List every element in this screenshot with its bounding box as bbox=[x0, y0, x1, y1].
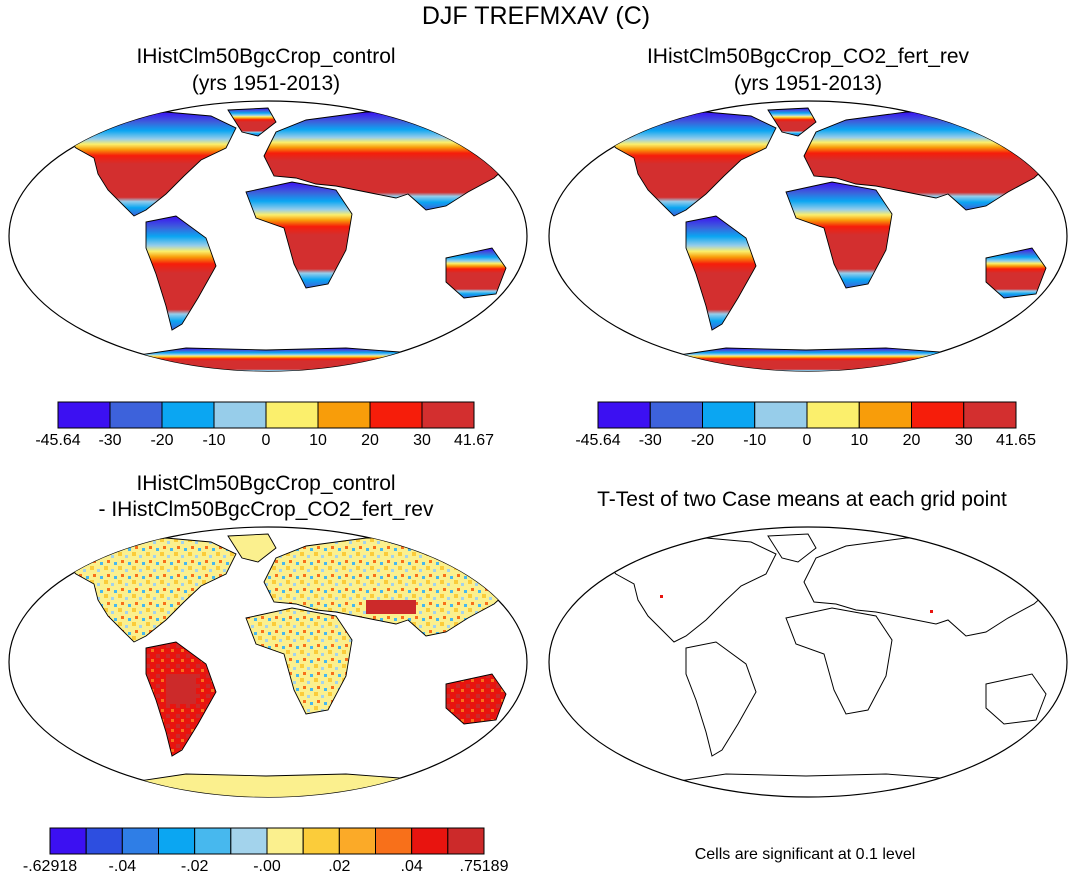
coastline-australia bbox=[985, 673, 1047, 725]
map-frame bbox=[548, 526, 1068, 798]
colorbar-swatch bbox=[597, 401, 651, 429]
colorbar-tick-label: -30 bbox=[638, 432, 662, 449]
coastline-south-america bbox=[685, 641, 757, 757]
colorbar-tick-label: -45.64 bbox=[35, 432, 81, 449]
panel-diff-title: IHistClm50BgcCrop_control bbox=[136, 472, 396, 495]
coastline-greenland bbox=[767, 533, 817, 563]
colorbar-control bbox=[57, 401, 475, 429]
colorbar-tick-label: -10 bbox=[202, 432, 226, 449]
colorbar-tick-label: -30 bbox=[98, 432, 122, 449]
colorbar-tick-label: .75189 bbox=[459, 858, 509, 875]
landmass-south-america bbox=[145, 215, 217, 331]
panel-co2-title: IHistClm50BgcCrop_CO2_fert_rev bbox=[646, 45, 970, 68]
figure-title: DJF TREFMXAV (C) bbox=[421, 2, 651, 30]
landmass-australia bbox=[445, 673, 507, 725]
colorbar-tick-label: .02 bbox=[328, 858, 351, 875]
landmass-greenland bbox=[227, 107, 277, 137]
panel-control-subtitle: (yrs 1951-2013) bbox=[191, 72, 341, 95]
panel-ttest-title: T-Test of two Case means at each grid po… bbox=[597, 488, 1007, 511]
colorbar-tick-label: -10 bbox=[743, 432, 767, 449]
colorbar-swatch bbox=[754, 401, 808, 429]
landmass-australia bbox=[445, 247, 507, 299]
landmass-africa bbox=[245, 607, 353, 715]
colorbar-co2-fert-rev bbox=[597, 401, 1017, 429]
colorbar-swatch bbox=[911, 401, 965, 429]
hotspot-south-asia bbox=[366, 600, 416, 614]
colorbar-tick-label: -45.64 bbox=[575, 432, 621, 449]
colorbar-tick-label: 30 bbox=[954, 432, 973, 449]
landmass-antarctica bbox=[105, 347, 468, 371]
panel-co2-subtitle: (yrs 1951-2013) bbox=[733, 72, 883, 95]
colorbar-difference bbox=[49, 827, 485, 855]
colorbar-swatch bbox=[649, 401, 703, 429]
map-difference bbox=[8, 526, 528, 798]
landmass-africa bbox=[785, 181, 893, 289]
colorbar-swatch bbox=[963, 401, 1017, 429]
colorbar-swatch bbox=[317, 401, 371, 429]
significance-note: Cells are significant at 0.1 level bbox=[694, 846, 916, 863]
map-co2-fert-rev bbox=[548, 100, 1068, 372]
colorbar-swatch bbox=[266, 827, 304, 855]
panel-control-title: IHistClm50BgcCrop_control bbox=[136, 45, 396, 68]
colorbar-swatch bbox=[375, 827, 413, 855]
coastline-north-america bbox=[605, 537, 777, 643]
colorbar-swatch bbox=[806, 401, 860, 429]
colorbar-tick-label: 20 bbox=[902, 432, 921, 449]
colorbar-swatch bbox=[57, 401, 111, 429]
hotspot-amazon bbox=[166, 674, 196, 704]
colorbar-swatch bbox=[369, 401, 423, 429]
colorbar-swatch bbox=[161, 401, 215, 429]
landmass-north-america bbox=[65, 537, 237, 643]
landmass-antarctica bbox=[645, 347, 1008, 371]
colorbar-tick-label: 0 bbox=[261, 432, 271, 449]
landmass-greenland bbox=[227, 533, 277, 563]
colorbar-swatch bbox=[858, 401, 912, 429]
colorbar-tick-label: -.04 bbox=[108, 858, 137, 875]
landmass-australia bbox=[985, 247, 1047, 299]
landmass-north-america bbox=[605, 111, 777, 217]
colorbar-tick-label: 10 bbox=[309, 432, 327, 449]
colorbar-swatch bbox=[213, 401, 267, 429]
significant-cell bbox=[660, 595, 663, 598]
colorbar-swatch bbox=[447, 827, 485, 855]
landmass-antarctica bbox=[105, 773, 468, 797]
colorbar-tick-label: 20 bbox=[361, 432, 379, 449]
colorbar-swatch bbox=[265, 401, 319, 429]
colorbar-tick-label: -.62918 bbox=[22, 858, 78, 875]
colorbar-swatch bbox=[85, 827, 123, 855]
landmass-greenland bbox=[767, 107, 817, 137]
colorbar-tick-label: -20 bbox=[690, 432, 715, 449]
colorbar-swatch bbox=[49, 827, 87, 855]
colorbar-swatch bbox=[702, 401, 756, 429]
colorbar-swatch bbox=[230, 827, 268, 855]
landmass-north-america bbox=[65, 111, 237, 217]
landmass-africa bbox=[245, 181, 353, 289]
colorbar-tick-label: .04 bbox=[400, 858, 423, 875]
significant-cell bbox=[930, 610, 933, 613]
colorbar-swatch bbox=[302, 827, 340, 855]
colorbar-tick-label: -20 bbox=[150, 432, 174, 449]
colorbar-tick-label: 41.65 bbox=[995, 432, 1037, 449]
colorbar-swatch bbox=[421, 401, 475, 429]
colorbar-tick-label: -.00 bbox=[253, 858, 281, 875]
colorbar-tick-label: 30 bbox=[413, 432, 431, 449]
colorbar-swatch bbox=[338, 827, 376, 855]
colorbar-tick-label: 41.67 bbox=[453, 432, 495, 449]
colorbar-swatch bbox=[121, 827, 159, 855]
coastline-africa bbox=[785, 607, 893, 715]
map-ttest bbox=[548, 526, 1068, 798]
colorbar-swatch bbox=[109, 401, 163, 429]
map-control bbox=[8, 100, 528, 372]
colorbar-swatch bbox=[194, 827, 232, 855]
colorbar-swatch bbox=[158, 827, 196, 855]
colorbar-tick-label: 10 bbox=[850, 432, 869, 449]
landmass-south-america bbox=[685, 215, 757, 331]
colorbar-tick-label: 0 bbox=[802, 432, 812, 449]
colorbar-tick-label: -.02 bbox=[180, 858, 209, 875]
colorbar-swatch bbox=[411, 827, 449, 855]
panel-diff-subtitle: - IHistClm50BgcCrop_CO2_fert_rev bbox=[98, 498, 434, 521]
